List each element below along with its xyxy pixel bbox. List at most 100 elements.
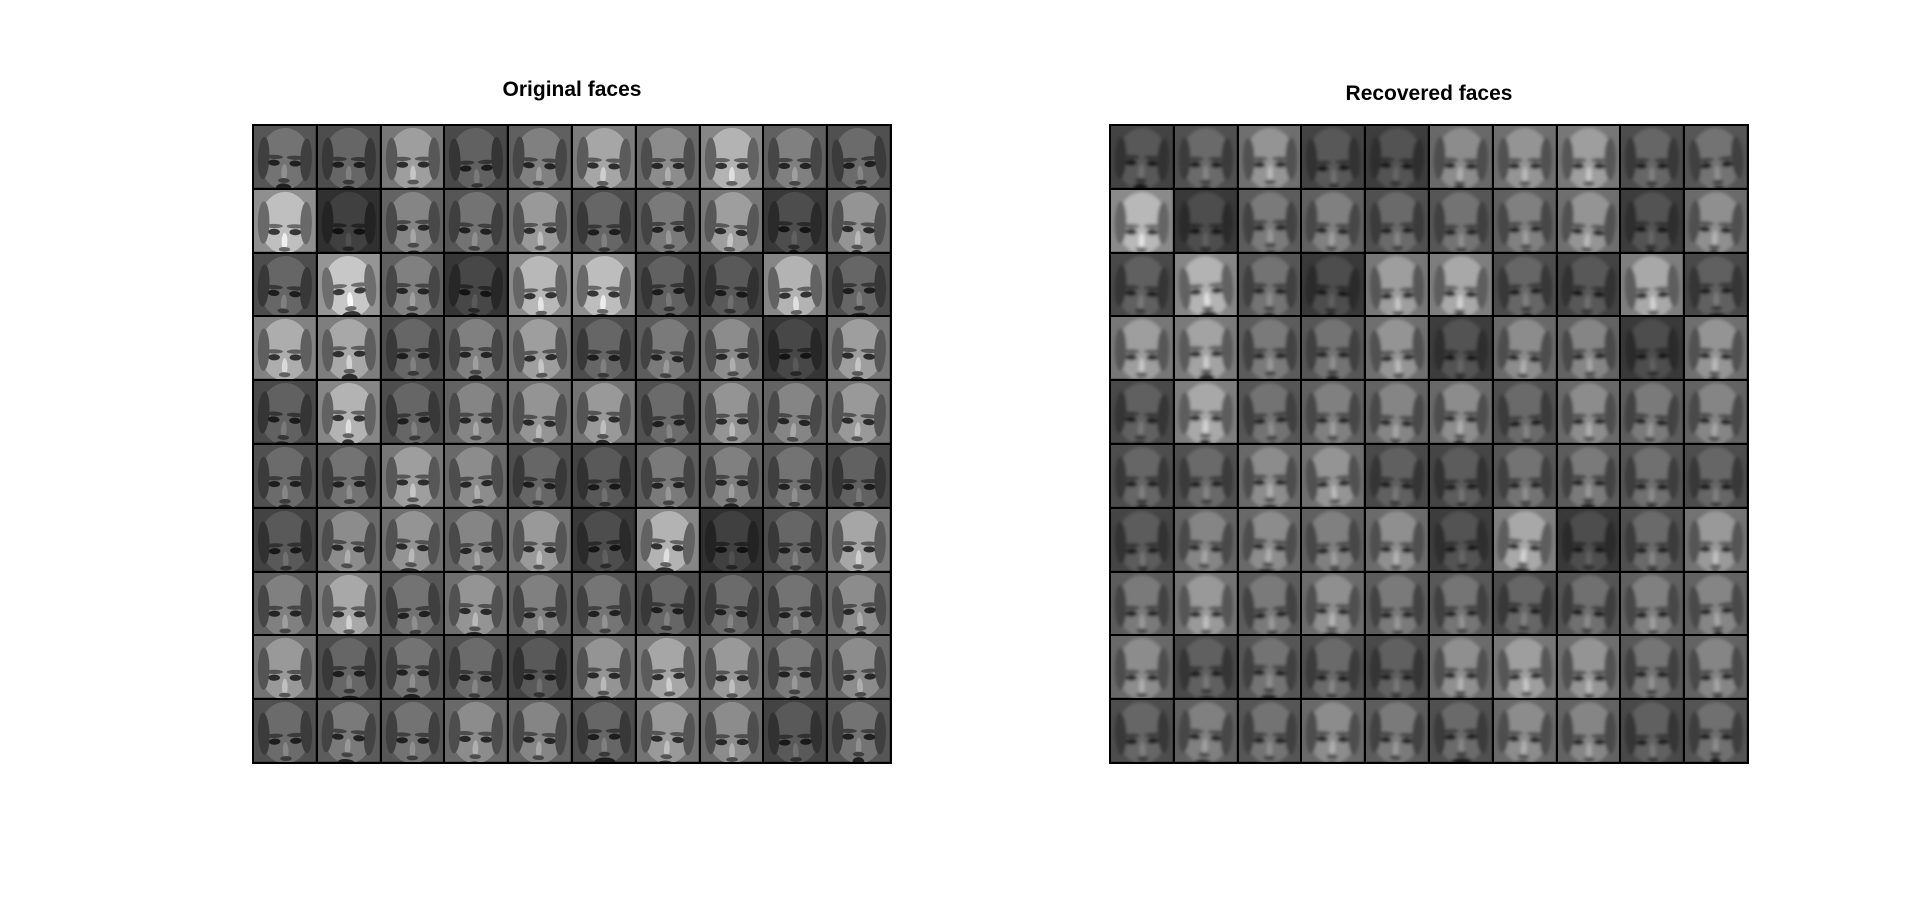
original-face-tile xyxy=(445,381,508,443)
original-face-tile xyxy=(509,572,571,635)
recovered-face-tile xyxy=(1429,636,1492,699)
recovered-face-tile xyxy=(1366,189,1428,252)
original-face-tile xyxy=(700,253,763,316)
original-face-tile xyxy=(381,700,444,762)
original-face-tile xyxy=(572,253,635,316)
recovered-face-tile xyxy=(1685,508,1747,571)
original-face-tile xyxy=(509,444,571,507)
recovered-face-tile xyxy=(1621,381,1684,443)
recovered-face-tile xyxy=(1685,126,1747,188)
original-face-tile xyxy=(636,508,699,571)
recovered-face-tile xyxy=(1429,700,1492,762)
recovered-face-tile xyxy=(1557,508,1620,571)
original-face-tile xyxy=(317,444,380,507)
original-face-tile xyxy=(764,317,827,380)
recovered-face-tile xyxy=(1366,381,1428,443)
recovered-face-tile xyxy=(1621,317,1684,380)
recovered-face-tile xyxy=(1302,126,1365,188)
original-face-tile xyxy=(254,126,316,188)
recovered-face-tile xyxy=(1174,636,1237,699)
original-face-tile xyxy=(828,444,890,507)
original-face-tile xyxy=(828,636,890,699)
recovered-face-tile xyxy=(1302,508,1365,571)
recovered-face-tile xyxy=(1557,444,1620,507)
recovered-face-tile xyxy=(1557,126,1620,188)
original-face-tile xyxy=(636,189,699,252)
recovered-face-tile xyxy=(1429,444,1492,507)
recovered-face-tile xyxy=(1238,572,1301,635)
original-face-tile xyxy=(828,253,890,316)
recovered-face-tile xyxy=(1621,126,1684,188)
recovered-face-tile xyxy=(1174,444,1237,507)
recovered-faces-title: Recovered faces xyxy=(1345,82,1513,105)
recovered-face-tile xyxy=(1685,444,1747,507)
original-face-tile xyxy=(317,572,380,635)
recovered-face-tile xyxy=(1111,572,1173,635)
recovered-face-tile xyxy=(1685,572,1747,635)
recovered-face-tile xyxy=(1174,253,1237,316)
original-face-tile xyxy=(381,317,444,380)
recovered-face-tile xyxy=(1238,700,1301,762)
original-face-tile xyxy=(636,317,699,380)
original-face-tile xyxy=(317,508,380,571)
original-face-tile xyxy=(572,381,635,443)
original-face-tile xyxy=(636,253,699,316)
original-face-tile xyxy=(572,636,635,699)
recovered-face-tile xyxy=(1493,572,1556,635)
original-face-tile xyxy=(828,508,890,571)
recovered-face-tile xyxy=(1557,572,1620,635)
original-face-tile xyxy=(445,253,508,316)
recovered-face-tile xyxy=(1621,572,1684,635)
recovered-face-tile xyxy=(1621,508,1684,571)
original-face-tile xyxy=(572,444,635,507)
original-face-tile xyxy=(572,508,635,571)
recovered-face-tile xyxy=(1557,317,1620,380)
recovered-face-tile xyxy=(1366,126,1428,188)
recovered-face-tile xyxy=(1111,508,1173,571)
recovered-face-tile xyxy=(1238,381,1301,443)
recovered-face-tile xyxy=(1493,700,1556,762)
recovered-face-tile xyxy=(1302,700,1365,762)
original-face-tile xyxy=(381,636,444,699)
original-face-tile xyxy=(700,317,763,380)
original-face-tile xyxy=(572,126,635,188)
recovered-face-tile xyxy=(1302,572,1365,635)
recovered-face-tile xyxy=(1366,253,1428,316)
original-face-tile xyxy=(509,508,571,571)
recovered-face-tile xyxy=(1493,636,1556,699)
original-face-tile xyxy=(828,700,890,762)
original-face-tile xyxy=(509,189,571,252)
recovered-face-tile xyxy=(1111,700,1173,762)
recovered-face-tile xyxy=(1302,317,1365,380)
recovered-face-tile xyxy=(1493,189,1556,252)
original-face-tile xyxy=(636,572,699,635)
original-face-tile xyxy=(828,572,890,635)
recovered-face-tile xyxy=(1111,126,1173,188)
recovered-face-tile xyxy=(1621,189,1684,252)
recovered-face-tile xyxy=(1429,572,1492,635)
original-face-tile xyxy=(445,572,508,635)
recovered-face-tile xyxy=(1174,508,1237,571)
original-face-tile xyxy=(700,444,763,507)
original-face-tile xyxy=(509,253,571,316)
original-face-tile xyxy=(381,189,444,252)
recovered-face-tile xyxy=(1429,381,1492,443)
original-face-tile xyxy=(317,317,380,380)
original-face-tile xyxy=(764,126,827,188)
original-face-tile xyxy=(317,126,380,188)
recovered-face-tile xyxy=(1557,700,1620,762)
original-face-tile xyxy=(381,381,444,443)
original-face-tile xyxy=(254,508,316,571)
original-face-tile xyxy=(764,253,827,316)
original-face-tile xyxy=(254,189,316,252)
recovered-face-tile xyxy=(1238,126,1301,188)
original-face-tile xyxy=(254,381,316,443)
recovered-face-tile xyxy=(1366,572,1428,635)
original-face-tile xyxy=(509,317,571,380)
recovered-face-tile xyxy=(1557,253,1620,316)
original-face-tile xyxy=(317,636,380,699)
recovered-face-tile xyxy=(1493,317,1556,380)
original-face-tile xyxy=(509,636,571,699)
original-face-tile xyxy=(572,700,635,762)
recovered-face-tile xyxy=(1238,317,1301,380)
